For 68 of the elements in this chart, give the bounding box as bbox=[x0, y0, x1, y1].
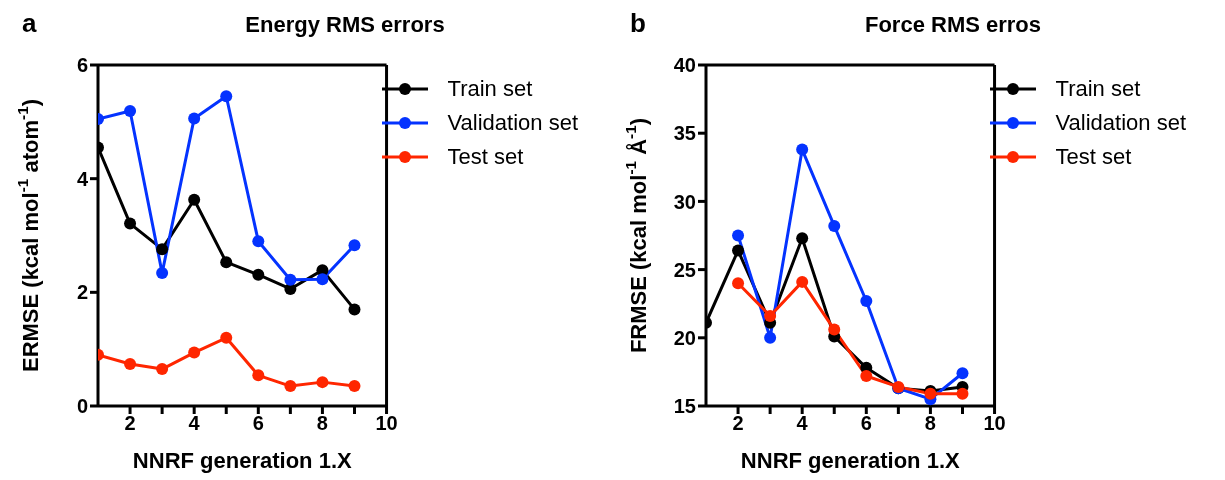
chart-title: Force RMS erros bbox=[863, 12, 1043, 38]
point bbox=[860, 294, 873, 307]
point bbox=[156, 267, 169, 280]
point bbox=[796, 232, 809, 245]
legend-label: Test set bbox=[1055, 144, 1132, 170]
text: b bbox=[630, 8, 646, 38]
point bbox=[252, 268, 265, 281]
point bbox=[764, 331, 777, 344]
y-tick-label: 2 bbox=[76, 281, 88, 304]
point bbox=[316, 376, 329, 389]
chart-title: Energy RMS errors bbox=[244, 12, 446, 38]
point bbox=[732, 277, 745, 290]
x-tick-label: 4 bbox=[188, 412, 201, 435]
point bbox=[316, 273, 329, 286]
legend-label: Validation set bbox=[1055, 110, 1186, 136]
point bbox=[124, 357, 137, 370]
y-tick-label: 6 bbox=[76, 54, 88, 77]
x-tick-label: 10 bbox=[983, 412, 1006, 435]
x-tick-label: 8 bbox=[316, 412, 328, 435]
point bbox=[284, 273, 297, 286]
point bbox=[284, 380, 297, 393]
x-axis-title: NNRF generation 1.X bbox=[132, 448, 352, 473]
point bbox=[252, 369, 265, 382]
point bbox=[188, 346, 201, 359]
legend-label: Train set bbox=[1055, 76, 1141, 102]
x-tick-label: 2 bbox=[124, 412, 136, 435]
x-tick-label: 10 bbox=[375, 412, 398, 435]
point bbox=[764, 309, 777, 322]
point bbox=[188, 193, 201, 206]
y-tick-label: 0 bbox=[76, 395, 88, 418]
point bbox=[156, 363, 169, 376]
legend-label: Test set bbox=[447, 144, 524, 170]
point bbox=[188, 112, 201, 125]
x-tick-label: 2 bbox=[732, 412, 744, 435]
x-axis-title: NNRF generation 1.X bbox=[740, 448, 960, 473]
point bbox=[732, 229, 745, 242]
point bbox=[348, 239, 361, 252]
point bbox=[796, 275, 809, 288]
y-tick-label: 20 bbox=[673, 326, 696, 349]
point bbox=[796, 143, 809, 156]
y-tick-label: 40 bbox=[673, 54, 696, 77]
x-tick-label: 8 bbox=[924, 412, 936, 435]
point bbox=[348, 380, 361, 393]
point bbox=[956, 387, 969, 400]
legend-label: Validation set bbox=[447, 110, 578, 136]
point bbox=[220, 256, 233, 269]
point bbox=[220, 331, 233, 344]
y-tick-label: 25 bbox=[673, 258, 696, 281]
x-tick-label: 6 bbox=[860, 412, 872, 435]
point bbox=[732, 244, 745, 257]
point bbox=[348, 303, 361, 316]
legend-label: Train set bbox=[447, 76, 533, 102]
point bbox=[124, 217, 137, 230]
point bbox=[156, 243, 169, 256]
y-tick-label: 4 bbox=[76, 167, 89, 190]
y-tick-label: 30 bbox=[673, 190, 696, 213]
point bbox=[828, 323, 841, 336]
point bbox=[860, 369, 873, 382]
x-tick-label: 4 bbox=[796, 412, 809, 435]
text: a bbox=[22, 8, 37, 38]
y-tick-label: 15 bbox=[673, 395, 696, 418]
point bbox=[828, 219, 841, 232]
point bbox=[220, 90, 233, 103]
point bbox=[956, 367, 969, 380]
point bbox=[252, 235, 265, 248]
point bbox=[124, 105, 137, 118]
y-tick-label: 35 bbox=[673, 122, 696, 145]
x-tick-label: 6 bbox=[252, 412, 264, 435]
